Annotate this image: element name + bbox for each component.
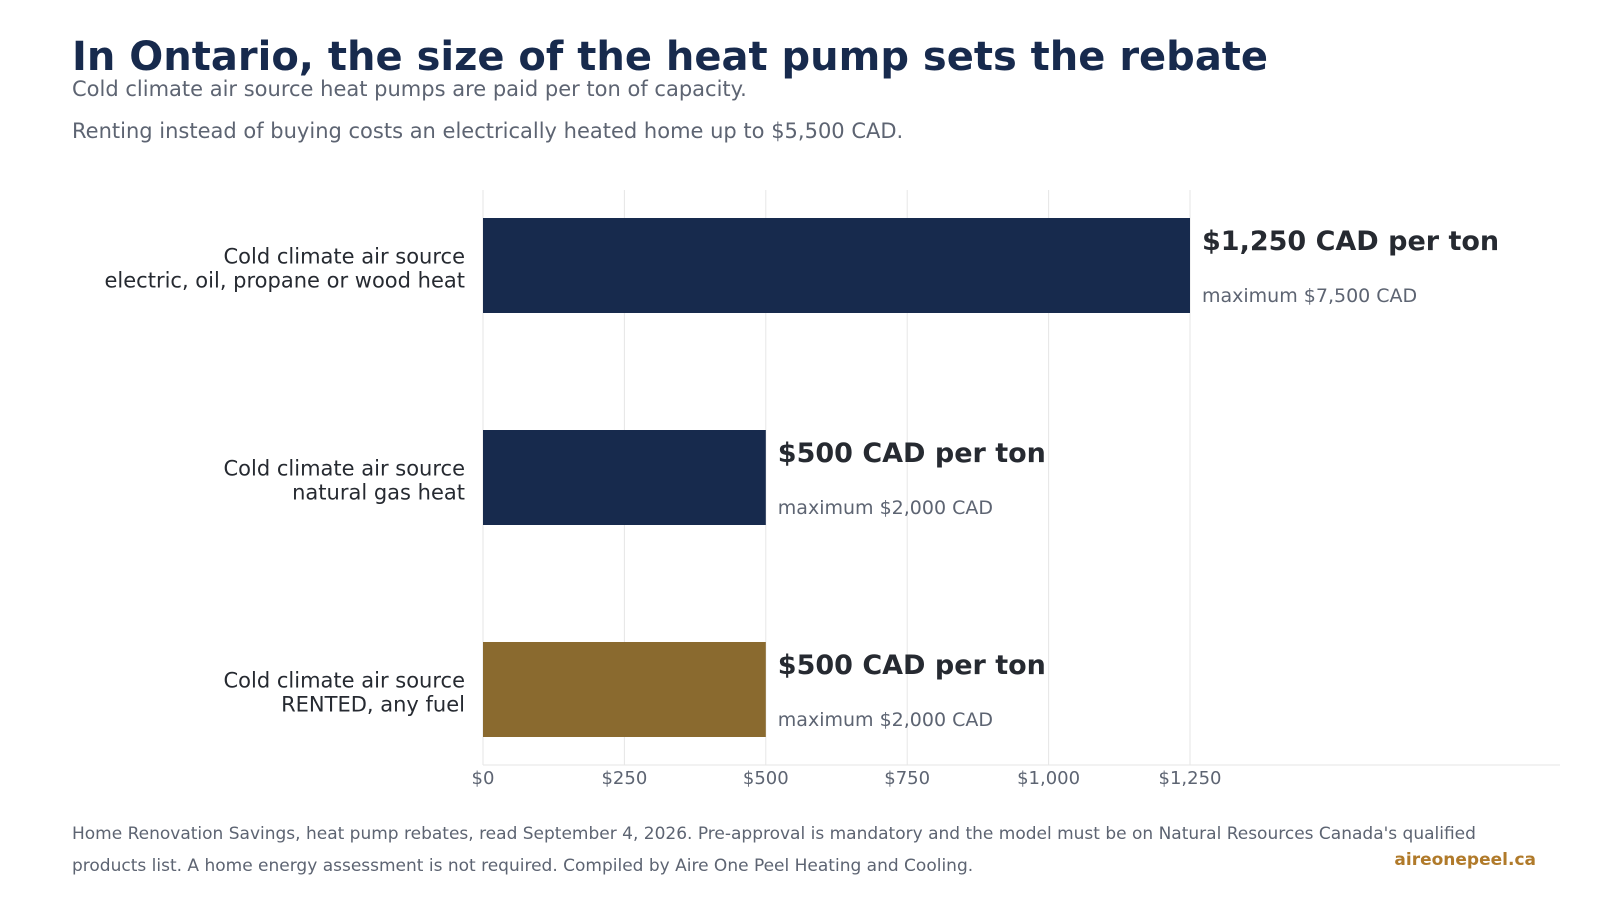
- bar: [483, 642, 766, 737]
- x-tick-label: $1,000: [1017, 768, 1080, 789]
- chart-subtitle-secondary: Renting instead of buying costs an elect…: [72, 119, 904, 143]
- category-label: Cold climate air source: [224, 457, 465, 481]
- data-label: $500 CAD per ton: [778, 650, 1046, 681]
- category-label: Cold climate air source: [224, 669, 465, 693]
- bar: [483, 430, 766, 525]
- x-tick-label: $750: [884, 768, 930, 789]
- bar: [483, 218, 1190, 313]
- chart-subtitle: Cold climate air source heat pumps are p…: [72, 77, 747, 101]
- x-tick-label: $0: [472, 768, 495, 789]
- data-label-maximum: maximum $2,000 CAD: [778, 497, 993, 519]
- source-footnote: Home Renovation Savings, heat pump rebat…: [72, 824, 1476, 876]
- x-tick-label: $1,250: [1159, 768, 1222, 789]
- chart-title: In Ontario, the size of the heat pump se…: [72, 34, 1269, 80]
- brand-link[interactable]: aireonepeel.ca: [1394, 850, 1536, 870]
- data-label: $500 CAD per ton: [778, 438, 1046, 469]
- data-label-maximum: maximum $7,500 CAD: [1202, 285, 1417, 307]
- category-label: electric, oil, propane or wood heat: [104, 269, 465, 293]
- category-label: RENTED, any fuel: [281, 693, 465, 717]
- bar-chart: $0 $250 $500 $750 $1,000 $1,250 Cold climate a…: [104, 190, 1560, 789]
- data-label: $1,250 CAD per ton: [1202, 226, 1499, 257]
- x-tick-label: $500: [743, 768, 789, 789]
- data-label-maximum: maximum $2,000 CAD: [778, 709, 993, 731]
- x-tick-label: $250: [601, 768, 647, 789]
- category-label: Cold climate air source: [224, 245, 465, 269]
- category-label: natural gas heat: [292, 481, 465, 505]
